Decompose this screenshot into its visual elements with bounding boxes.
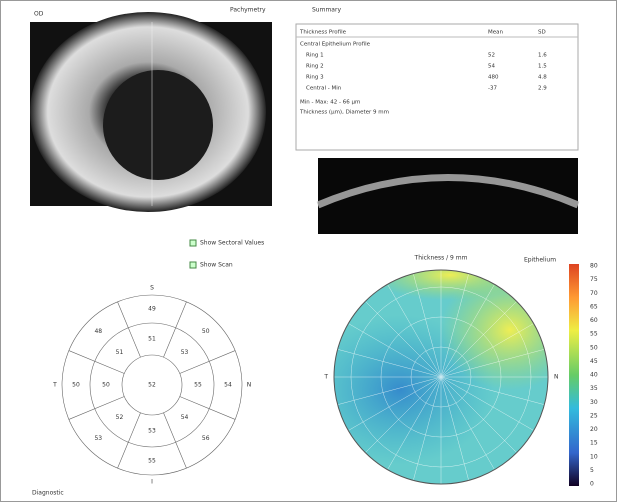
table-cell: -37 (488, 86, 497, 92)
colorbar-label: 80 (590, 263, 598, 270)
map-ring (350, 286, 532, 468)
table-cell: 4.8 (538, 75, 547, 81)
checkbox[interactable] (189, 239, 197, 247)
table-header: Thickness Profile (299, 30, 347, 36)
sector-divider (163, 301, 187, 358)
sector-value: 53 (181, 349, 189, 356)
oct-scan (318, 158, 578, 234)
map-unit: Epithelium (524, 257, 556, 264)
sector-value: 53 (94, 435, 102, 442)
map-side: N (554, 374, 559, 381)
checkbox[interactable] (189, 261, 197, 269)
sector-value: 48 (94, 328, 102, 335)
colorbar-label: 15 (590, 440, 598, 447)
map-title: Thickness / 9 mm (414, 255, 468, 262)
sector-value: 56 (202, 435, 210, 442)
sector-value: 54 (181, 414, 189, 421)
map-side: T (323, 374, 328, 381)
sector-divider (163, 412, 187, 469)
colorbar-label: 20 (590, 426, 598, 433)
eye-label: OD (34, 11, 44, 18)
sector-value: 51 (148, 336, 156, 343)
table-header: Mean (488, 30, 503, 36)
footer: Diagnostic (32, 490, 64, 497)
thickness-map (334, 270, 548, 484)
table-cell: Ring 3 (306, 75, 324, 81)
sector-value: 54 (224, 382, 232, 389)
table-cell: Central - Min (306, 86, 342, 92)
colorbar-label: 50 (590, 344, 598, 351)
colorbar-label: 40 (590, 372, 598, 379)
colorbar-label: 5 (590, 467, 594, 474)
table-cell: 54 (488, 64, 495, 70)
pupil (103, 70, 213, 180)
sector-divider (68, 350, 125, 374)
colorbar-label: 25 (590, 412, 598, 419)
sector-ring (121, 354, 183, 416)
table-cell: 52 (488, 53, 495, 59)
map-zone (370, 270, 530, 300)
table-cell: Ring 2 (306, 64, 324, 70)
sector-value: 53 (148, 428, 156, 435)
colorbar-label: 0 (590, 481, 594, 488)
tab[interactable]: Pachymetry (230, 7, 266, 14)
table-header: SD (538, 30, 546, 36)
colorbar-label: 70 (590, 290, 598, 297)
colorbar-label: 45 (590, 358, 598, 365)
colorbar-label: 10 (590, 453, 598, 460)
colorbar (569, 264, 579, 486)
table-cell: Ring 1 (306, 53, 324, 59)
sector-ring (89, 322, 215, 448)
table-cell: 2.9 (538, 86, 547, 92)
sector-divider (179, 396, 236, 420)
sector-value: 49 (148, 306, 156, 313)
checkbox-label[interactable]: Show Scan (200, 262, 233, 269)
sector-axis-label: I (151, 479, 153, 486)
table-footer: Min - Max: 42 - 66 µm (300, 100, 360, 106)
sector-axis-label: T (52, 382, 57, 389)
sector-divider (117, 412, 141, 469)
sector-value: 50 (202, 328, 210, 335)
summary-table (295, 23, 579, 151)
checkbox-label[interactable]: Show Sectoral Values (200, 240, 264, 247)
table-note: Thickness (µm), Diameter 9 mm (299, 110, 389, 116)
tab[interactable]: Summary (312, 7, 341, 14)
sector-value: 52 (116, 414, 124, 421)
colorbar-label: 30 (590, 399, 598, 406)
sector-axis-label: S (150, 285, 154, 292)
map-border (333, 269, 549, 485)
table-cell: 1.6 (538, 53, 547, 59)
sector-value: 55 (148, 458, 156, 465)
colorbar-label: 55 (590, 331, 598, 338)
oct-layer (316, 174, 580, 209)
colorbar-label: 75 (590, 276, 598, 283)
colorbar-label: 60 (590, 317, 598, 324)
sector-axis-label: N (247, 382, 252, 389)
sector-value: 50 (102, 382, 110, 389)
sector-ring (61, 294, 243, 476)
table-cell: 480 (488, 75, 499, 81)
table-cell: Central Epithelium Profile (300, 42, 371, 48)
colorbar-label: 35 (590, 385, 598, 392)
table-cell: 1.5 (538, 64, 547, 70)
sector-value: 51 (116, 349, 124, 356)
sector-divider (179, 350, 236, 374)
sector-divider (117, 301, 141, 358)
map-ring (380, 316, 502, 438)
sector-value: 52 (148, 382, 156, 389)
colorbar-label: 65 (590, 303, 598, 310)
map-spoke (337, 349, 545, 405)
map-ring (410, 346, 472, 408)
sector-divider (68, 396, 125, 420)
sector-value: 55 (194, 382, 202, 389)
sector-value: 50 (72, 382, 80, 389)
